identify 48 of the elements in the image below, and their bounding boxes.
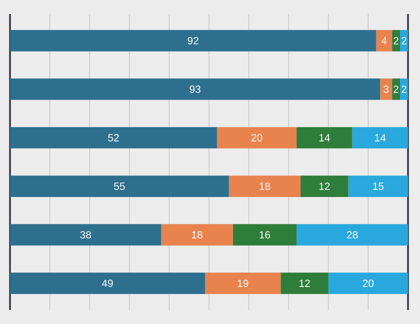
data-label: 14 xyxy=(375,134,386,142)
data-label: 16 xyxy=(260,231,270,238)
data-label: 28 xyxy=(346,231,358,238)
bar xyxy=(10,224,162,246)
bar xyxy=(10,176,229,197)
data-label: 3 xyxy=(384,86,389,93)
bar xyxy=(10,78,380,100)
bar xyxy=(232,224,297,246)
data-label: 92 xyxy=(188,36,198,44)
bar xyxy=(348,176,408,197)
data-label: 2 xyxy=(402,37,406,44)
bar xyxy=(376,30,392,52)
data-label: 49 xyxy=(102,280,113,288)
bar xyxy=(10,30,376,52)
bar xyxy=(296,224,408,246)
data-label: 12 xyxy=(300,280,310,287)
bar xyxy=(392,78,400,100)
bar xyxy=(161,224,233,246)
data-label: 19 xyxy=(238,280,248,288)
bar xyxy=(280,272,328,294)
bar xyxy=(10,272,206,294)
bar xyxy=(300,176,348,197)
data-label: 55 xyxy=(114,182,125,190)
data-label: 2 xyxy=(394,37,398,44)
bar xyxy=(400,78,408,100)
bar xyxy=(228,176,301,197)
bar xyxy=(328,272,408,294)
data-label: 93 xyxy=(190,86,200,93)
data-label: 4 xyxy=(381,37,387,44)
data-label: 20 xyxy=(251,134,262,142)
data-label: 2 xyxy=(394,86,398,93)
bar xyxy=(216,127,297,148)
bar xyxy=(352,127,408,148)
data-label: 38 xyxy=(80,231,91,238)
data-label: 18 xyxy=(192,231,202,238)
bar xyxy=(400,30,408,52)
data-label: 12 xyxy=(319,182,330,190)
bar xyxy=(296,127,352,148)
data-label: 18 xyxy=(260,182,270,190)
data-label: 20 xyxy=(362,280,374,288)
data-label: 14 xyxy=(319,134,330,142)
data-label: 52 xyxy=(108,134,119,142)
bar xyxy=(392,30,400,52)
data-label: 2 xyxy=(402,86,406,93)
bar xyxy=(380,78,392,100)
data-label: 15 xyxy=(373,182,384,190)
bar xyxy=(205,272,281,294)
bar xyxy=(10,127,217,148)
